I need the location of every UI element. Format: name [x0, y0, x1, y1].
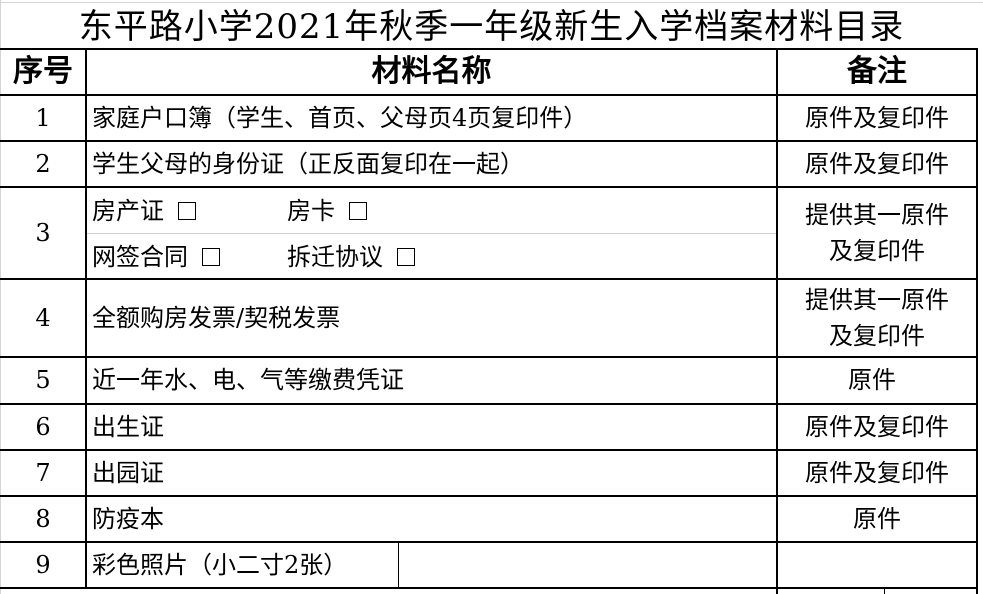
note-line: 及复印件 [829, 322, 925, 350]
row-no[interactable]: 7 [35, 458, 51, 487]
row-name[interactable]: 全额购房发票/契税发票 [92, 303, 341, 332]
row-no[interactable]: 8 [35, 504, 51, 533]
gridline [0, 2, 983, 3]
gridline [0, 0, 1, 594]
border [976, 48, 978, 594]
gridline [86, 233, 777, 234]
option-relocation-agreement[interactable]: 拆迁协议 [287, 236, 487, 278]
header-note: 备注 [847, 54, 907, 90]
note-line: 及复印件 [829, 237, 925, 265]
checkbox[interactable] [349, 202, 367, 220]
border [0, 449, 977, 451]
option-house-card[interactable]: 房卡 [287, 190, 487, 232]
border [0, 587, 977, 589]
border [0, 356, 977, 358]
border [0, 48, 977, 50]
border [398, 541, 399, 588]
row-name[interactable]: 学生父母的身份证（正反面复印在一起） [92, 149, 524, 178]
row-note[interactable]: 原件 [853, 504, 901, 533]
row-name[interactable]: 出生证 [92, 412, 164, 441]
row-note[interactable]: 原件 [848, 366, 896, 395]
border [0, 495, 977, 497]
note-line: 提供其一原件 [805, 201, 949, 229]
row-name[interactable]: 家庭户口簿（学生、首页、父母页4页复印件） [92, 103, 588, 132]
row-note[interactable]: 原件及复印件 [805, 458, 949, 487]
border [0, 278, 977, 280]
sheet-title[interactable]: 东平路小学2021年秋季一年级新生入学档案材料目录 [78, 7, 905, 48]
note-line: 提供其一原件 [805, 286, 949, 314]
row-note[interactable]: 提供其一原件 及复印件 [777, 188, 977, 278]
row-no[interactable]: 4 [35, 303, 51, 332]
row-no[interactable]: 1 [35, 103, 51, 132]
row-no[interactable]: 2 [35, 149, 51, 178]
option-online-contract[interactable]: 网签合同 [86, 236, 286, 278]
row-name[interactable]: 彩色照片（小二寸2张） [92, 550, 348, 579]
option-label: 房产证 [92, 196, 164, 225]
option-label: 拆迁协议 [287, 242, 383, 271]
border [776, 48, 778, 594]
border [0, 94, 977, 96]
row-no[interactable]: 3 [35, 218, 51, 247]
border [85, 48, 87, 589]
row-note[interactable]: 原件及复印件 [805, 103, 949, 132]
checkbox[interactable] [397, 248, 415, 266]
row-note[interactable] [777, 543, 977, 587]
checkbox[interactable] [202, 248, 220, 266]
row-note[interactable]: 原件及复印件 [805, 149, 949, 178]
option-label: 网签合同 [92, 242, 188, 271]
border [0, 186, 977, 188]
row-name[interactable]: 出园证 [92, 458, 164, 487]
border [0, 541, 977, 543]
header-no: 序号 [13, 54, 73, 90]
option-label: 房卡 [287, 196, 335, 225]
option-property-cert[interactable]: 房产证 [86, 190, 286, 232]
border [884, 588, 885, 594]
row-note[interactable]: 提供其一原件 及复印件 [777, 280, 977, 356]
border [0, 403, 977, 405]
row-name[interactable]: 近一年水、电、气等缴费凭证 [92, 366, 404, 395]
row-no[interactable]: 6 [35, 412, 51, 441]
header-name: 材料名称 [371, 54, 492, 90]
row-note[interactable]: 原件及复印件 [805, 412, 949, 441]
checkbox[interactable] [178, 202, 196, 220]
row-name[interactable]: 防疫本 [92, 504, 164, 533]
row-no[interactable]: 9 [35, 550, 51, 579]
border [0, 140, 977, 142]
row-no[interactable]: 5 [35, 366, 51, 395]
